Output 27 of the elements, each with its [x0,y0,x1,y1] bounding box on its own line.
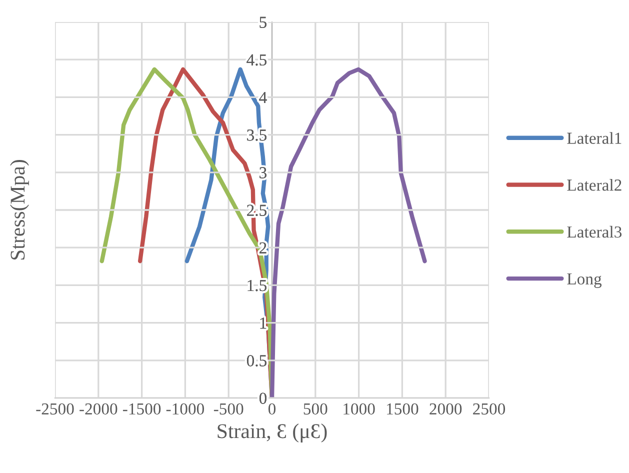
x-tick-label: 2500 [473,403,506,415]
y-tick-label: 0 [259,392,267,404]
legend-label: Lateral2 [567,179,622,191]
y-tick-label: 1 [260,318,266,329]
x-tick-label: 2000 [430,403,462,415]
legend-label: Lateral3 [567,226,622,238]
y-tick-label: 1.5 [248,280,266,292]
x-tick-label: -1500 [122,403,161,415]
x-tick-label: 1500 [387,403,418,415]
x-tick-label: 500 [304,403,328,415]
y-tick-label: 3.5 [247,130,266,141]
x-tick-label: -2000 [80,403,118,415]
x-tick-label: 0 [268,403,276,415]
y-tick-label: 5 [260,16,266,28]
y-axis-title: Stress(Mpa) [10,160,29,260]
x-tick-label: -500 [214,403,244,415]
line-series [270,67,427,398]
y-tick-label: 4 [259,92,267,103]
x-axis-title: Strain, Ɛ (μƐ) [218,424,327,442]
legend-label: Long [567,273,602,288]
y-tick-label: 2.5 [247,204,266,216]
y-tick-label: 0.5 [246,355,266,366]
x-tick-label: -1000 [166,403,204,415]
x-tick-label: -2500 [36,403,74,415]
x-tick-label: 1000 [344,403,375,415]
legend-label: Lateral1 [567,132,622,144]
y-tick-label: 4.5 [246,54,266,66]
